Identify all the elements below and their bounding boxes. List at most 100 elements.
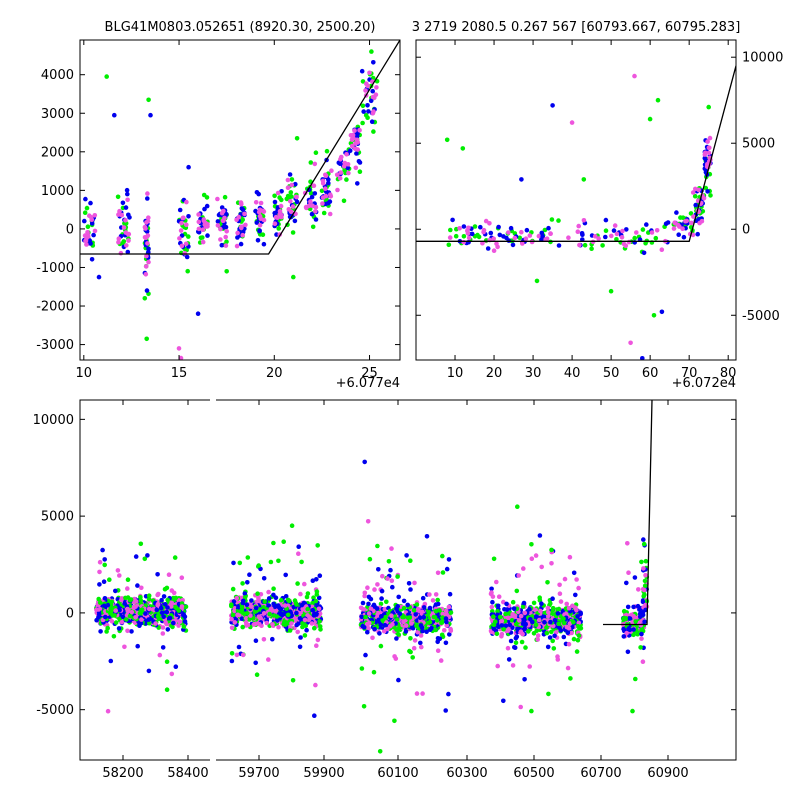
bottom-point (514, 634, 520, 639)
bottom-x-tick-label: 60700 (580, 766, 621, 781)
top-left-y-tick-label: 3000 (41, 107, 74, 122)
bottom-point (182, 619, 188, 624)
bottom-point (421, 614, 427, 620)
top-right-point (705, 139, 710, 144)
bottom-point (551, 646, 557, 651)
top-left-point (289, 182, 295, 188)
bottom-point (444, 612, 450, 617)
top-left-point (145, 191, 150, 196)
top-right-point (519, 229, 524, 235)
bottom-point (278, 597, 284, 603)
bottom-point (267, 611, 273, 617)
bottom-point (531, 631, 537, 636)
top-left-point (275, 215, 280, 220)
bottom-point (100, 547, 105, 553)
top-left-outlier-point (112, 112, 117, 118)
bottom-point (506, 627, 511, 632)
bottom-x-tick-label: 60900 (647, 766, 688, 781)
bottom-point (427, 592, 432, 597)
bottom-point (439, 620, 444, 626)
top-right-point (472, 224, 478, 229)
bottom-point (578, 611, 583, 617)
bottom-point (641, 587, 647, 593)
top-left-point (239, 206, 245, 211)
top-left-point (125, 197, 130, 203)
bottom-point (242, 595, 248, 600)
bottom-point (641, 537, 646, 542)
top-left-point (196, 226, 202, 232)
bottom-point (435, 639, 441, 645)
top-right-point (577, 242, 582, 248)
bottom-point (412, 580, 417, 586)
top-right-point (653, 235, 659, 241)
bottom-point (239, 604, 245, 610)
bottom-point (270, 636, 275, 642)
bottom-point (376, 567, 381, 572)
bottom-point (300, 621, 305, 626)
bottom-point (565, 630, 571, 635)
bottom-point (155, 601, 161, 607)
top-left-point (220, 218, 226, 224)
bottom-point (631, 632, 636, 638)
bottom-point (443, 708, 449, 713)
top-left-point (338, 170, 344, 175)
bottom-point (563, 612, 569, 617)
top-right-point (450, 217, 455, 223)
bottom-point (261, 637, 267, 642)
bottom-point (625, 541, 630, 546)
top-left-outlier-point (224, 269, 229, 274)
top-left-point (279, 189, 284, 194)
bottom-point (526, 629, 531, 634)
bottom-point (638, 645, 643, 650)
bottom-point (281, 539, 287, 544)
bottom-point (231, 560, 236, 566)
top-right-point (702, 152, 708, 157)
top-left-point (205, 233, 210, 238)
top-left-title: BLG41M0803.052651 (8920.30, 2500.20) (105, 20, 376, 35)
bottom-point (102, 557, 107, 562)
bottom-point (412, 638, 418, 643)
bottom-point (232, 620, 238, 625)
top-right-point (461, 224, 467, 229)
top-right-x-tick-label: 40 (564, 366, 581, 381)
bottom-point (494, 579, 499, 585)
top-left-point (353, 165, 359, 171)
top-right-point (603, 228, 609, 233)
top-left-point (313, 150, 319, 155)
bottom-point (366, 611, 372, 616)
bottom-point (415, 606, 421, 612)
bottom-point (164, 687, 170, 692)
top-left-point (374, 85, 379, 90)
top-right-point (556, 243, 562, 248)
bottom-point (545, 644, 551, 650)
top-right-point (649, 230, 655, 235)
top-left-point (360, 79, 366, 84)
top-right-x-tick-label: 70 (681, 366, 698, 381)
top-right-point (546, 225, 551, 231)
bottom-point (489, 586, 494, 592)
top-left-point (145, 196, 150, 201)
top-left-outlier-point (96, 274, 102, 280)
bottom-point (153, 621, 158, 626)
bottom-point (361, 607, 367, 612)
top-left-point (261, 217, 267, 223)
top-right-point (453, 233, 459, 239)
bottom-point (499, 634, 504, 639)
bottom-point (555, 657, 561, 662)
top-left-point (218, 237, 223, 242)
top-left-point (348, 133, 354, 138)
bottom-point (97, 600, 103, 605)
top-left-point (179, 243, 185, 249)
top-left-point (146, 246, 151, 252)
bottom-point (312, 713, 317, 718)
top-left-point (344, 177, 349, 182)
top-right-x-tick-label: 20 (486, 366, 503, 381)
top-right-point (524, 227, 530, 233)
top-left-point (261, 241, 267, 247)
top-left-point (341, 198, 347, 204)
top-right-point (461, 239, 467, 245)
bottom-point (382, 622, 388, 628)
top-left-point (360, 120, 365, 126)
top-left-point (115, 194, 121, 200)
